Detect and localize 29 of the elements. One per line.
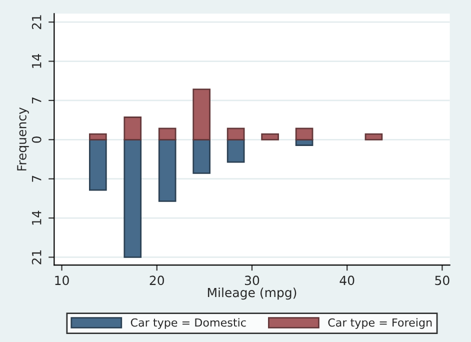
y-tick-label: 21 xyxy=(32,250,42,264)
bar xyxy=(192,88,210,140)
x-tick-label: 40 xyxy=(340,276,354,286)
bar xyxy=(158,138,176,202)
bar xyxy=(364,133,383,140)
y-tick-label: 0 xyxy=(32,136,42,143)
legend-label: Car type = Foreign xyxy=(328,318,432,329)
bar xyxy=(261,133,279,140)
bar xyxy=(226,128,245,140)
y-tick-label: 14 xyxy=(32,54,42,68)
bar xyxy=(158,128,176,140)
y-tick-label: 7 xyxy=(32,98,42,104)
x-tick-label: 10 xyxy=(55,276,69,286)
bar xyxy=(124,116,142,140)
bar xyxy=(89,133,107,140)
bar xyxy=(295,128,314,140)
bar xyxy=(124,138,142,258)
bar xyxy=(89,138,107,191)
y-tick-label: 21 xyxy=(32,15,42,30)
legend-label: Car type = Domestic xyxy=(130,318,246,329)
x-tick-label: 20 xyxy=(150,276,164,286)
y-tick-label: 7 xyxy=(32,176,42,182)
bar xyxy=(226,138,245,163)
y-tick-label: 14 xyxy=(32,210,42,225)
x-tick-label: 50 xyxy=(435,276,450,286)
x-tick-label: 30 xyxy=(244,276,260,286)
bar xyxy=(192,138,210,174)
y-axis-title: Frequency xyxy=(17,107,29,170)
x-axis-title: Mileage (mpg) xyxy=(208,288,296,300)
